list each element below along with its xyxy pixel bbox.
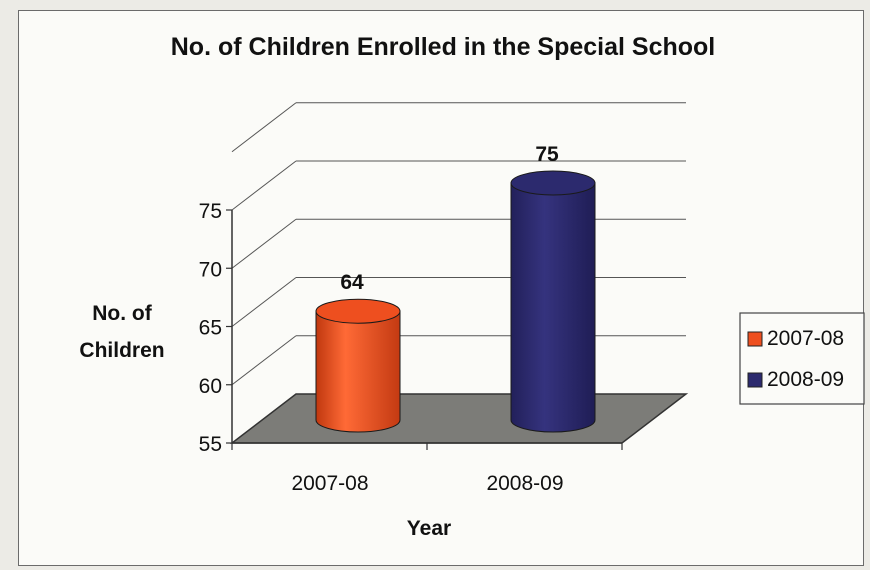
data-label-2007-08: 64	[340, 271, 364, 294]
gridline-side	[231, 160, 297, 211]
bars: 64 2007-08 75 2008-09	[291, 143, 596, 495]
y-axis: 55 60 65 70 75	[199, 200, 623, 456]
gridline-side	[231, 335, 297, 386]
legend-box	[739, 312, 865, 405]
legend-label-2007-08: 2007-08	[767, 327, 844, 350]
y-axis-title-line2: Children	[79, 339, 164, 362]
bar-top	[510, 170, 596, 196]
data-label-2008-09: 75	[535, 143, 559, 166]
y-tick-label: 75	[199, 200, 222, 223]
gridline-side	[231, 218, 297, 269]
x-tick-label-2008-09: 2008-09	[486, 472, 563, 495]
gridlines	[231, 102, 686, 386]
bar-2007-08	[315, 298, 401, 433]
bar-top	[315, 298, 401, 324]
legend-swatch-2008-09	[747, 372, 763, 388]
bar-2008-09	[510, 170, 596, 433]
y-tick-label: 55	[199, 433, 222, 456]
y-tick-label: 65	[199, 317, 222, 340]
y-tick-label: 70	[199, 258, 222, 281]
x-tick-label-2007-08: 2007-08	[291, 472, 368, 495]
gridline-side	[231, 102, 297, 153]
chart-title: No. of Children Enrolled in the Special …	[171, 33, 716, 61]
y-axis-title-line1: No. of	[92, 302, 152, 325]
bar-body	[315, 310, 401, 433]
gridline-side	[231, 277, 297, 327]
legend-label-2008-09: 2008-09	[767, 368, 844, 391]
bar-body	[510, 182, 596, 433]
chart-floor	[229, 393, 689, 444]
x-axis-title: Year	[407, 517, 451, 540]
y-tick-label: 60	[199, 375, 222, 398]
legend-swatch-2007-08	[747, 331, 763, 347]
